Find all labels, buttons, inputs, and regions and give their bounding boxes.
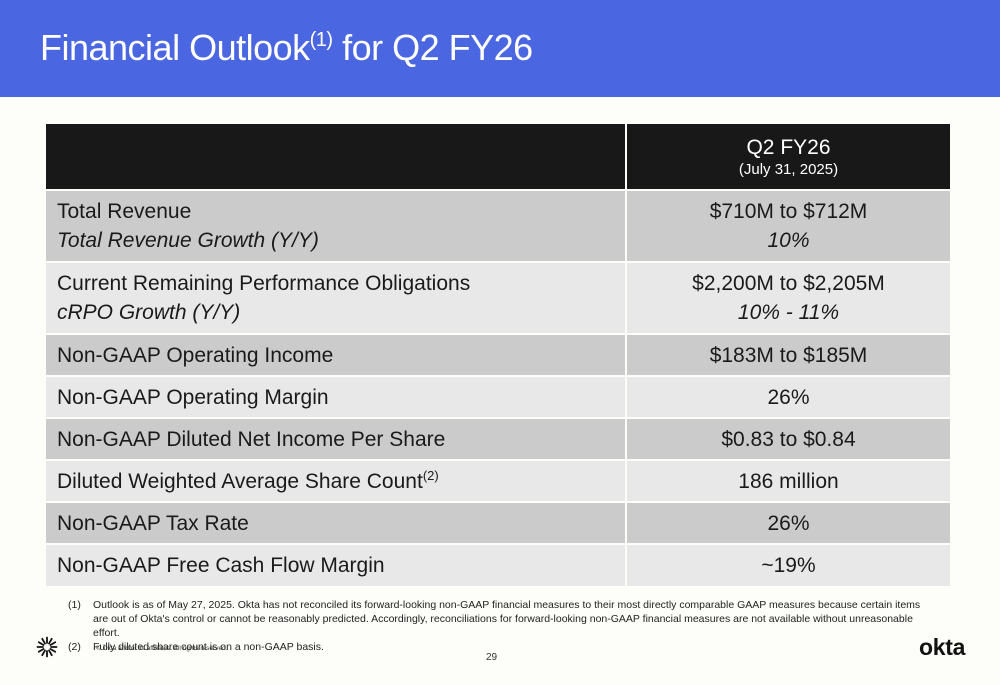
share-count-text: Diluted Weighted Average Share Count — [57, 469, 423, 493]
table-row: Non-GAAP Operating Margin 26% — [46, 375, 950, 418]
row-label: Current Remaining Performance Obligation… — [46, 261, 626, 334]
footnote-number: (2) — [68, 641, 81, 653]
share-count-footnote-ref: (2) — [422, 467, 439, 483]
footnote-text: Fully diluted share count is on a non-GA… — [93, 641, 324, 653]
fcf-margin-label: Non-GAAP Free Cash Flow Margin — [46, 543, 626, 586]
title-footnote-ref: (1) — [309, 29, 333, 51]
table-header-row: Q2 FY26 (July 31, 2025) — [46, 124, 950, 190]
row-label: Total Revenue Total Revenue Growth (Y/Y) — [46, 189, 626, 262]
tax-rate-value: 26% — [625, 501, 950, 544]
table-row: Diluted Weighted Average Share Count(2) … — [46, 459, 950, 502]
sunburst-ray — [49, 648, 57, 653]
table-row: Current Remaining Performance Obligation… — [46, 261, 950, 334]
footnote-number: (1) — [68, 599, 81, 611]
operating-margin-label: Non-GAAP Operating Margin — [46, 375, 626, 418]
page-number: 29 — [486, 652, 498, 663]
crpo-growth-value: 10% - 11% — [737, 301, 840, 324]
title-text: Financial Outlook — [40, 27, 310, 68]
sunburst-ray — [48, 649, 53, 657]
footnote-1: (1) Outlook is as of May 27, 2025. Okta … — [68, 598, 928, 640]
table-row: Non-GAAP Diluted Net Income Per Share $0… — [46, 417, 950, 460]
sunburst-ray — [37, 648, 45, 653]
table-row: Non-GAAP Free Cash Flow Margin ~19% — [46, 543, 950, 586]
period-header: Q2 FY26 (July 31, 2025) — [626, 124, 950, 190]
footnote-2: (2) Fully diluted share count is on a no… — [68, 640, 928, 654]
period-date: (July 31, 2025) — [738, 160, 839, 178]
page-title: Financial Outlook(1) for Q2 FY26 — [40, 27, 533, 69]
total-revenue-value: $710M to $712M — [709, 200, 868, 223]
table-row: Non-GAAP Tax Rate 26% — [46, 501, 950, 544]
outlook-table: Q2 FY26 (July 31, 2025) Total Revenue To… — [46, 124, 950, 586]
sunburst-ray — [48, 637, 53, 645]
crpo-growth-label: cRPO Growth (Y/Y) — [57, 301, 241, 324]
tax-rate-label: Non-GAAP Tax Rate — [46, 501, 626, 544]
table-row: Non-GAAP Operating Income $183M to $185M — [46, 333, 950, 376]
eps-value: $0.83 to $0.84 — [625, 417, 950, 460]
footnotes: (1) Outlook is as of May 27, 2025. Okta … — [68, 598, 928, 654]
title-banner: Financial Outlook(1) for Q2 FY26 — [0, 0, 1000, 97]
table-row: Total Revenue Total Revenue Growth (Y/Y)… — [46, 189, 950, 262]
share-count-value: 186 million — [625, 459, 950, 502]
crpo-label: Current Remaining Performance Obligation… — [57, 272, 471, 295]
header-blank-cell — [46, 124, 627, 190]
operating-margin-value: 26% — [625, 375, 950, 418]
total-revenue-label: Total Revenue — [57, 200, 192, 223]
copyright-notice: © Okta and/or its affiliates. All rights… — [96, 645, 228, 652]
fcf-margin-value: ~19% — [625, 543, 950, 586]
sunburst-ray — [41, 649, 46, 657]
sunburst-ray — [37, 641, 45, 646]
row-value: $710M to $712M 10% — [625, 189, 950, 262]
okta-logo: okta — [919, 634, 966, 660]
footnote-text: Outlook is as of May 27, 2025. Okta has … — [93, 599, 921, 639]
sunburst-ray — [49, 641, 57, 646]
eps-label: Non-GAAP Diluted Net Income Per Share — [46, 417, 626, 460]
revenue-growth-label: Total Revenue Growth (Y/Y) — [57, 229, 319, 252]
title-suffix: for Q2 FY26 — [332, 27, 533, 68]
share-count-label: Diluted Weighted Average Share Count(2) — [46, 459, 626, 502]
crpo-value: $2,200M to $2,205M — [692, 272, 885, 295]
okta-sunburst-icon — [36, 636, 58, 658]
operating-income-value: $183M to $185M — [625, 333, 950, 376]
operating-income-label: Non-GAAP Operating Income — [46, 333, 626, 376]
row-value: $2,200M to $2,205M 10% - 11% — [625, 261, 950, 334]
period-label: Q2 FY26 — [746, 135, 831, 159]
sunburst-ray — [41, 637, 46, 645]
revenue-growth-value: 10% — [767, 229, 810, 252]
